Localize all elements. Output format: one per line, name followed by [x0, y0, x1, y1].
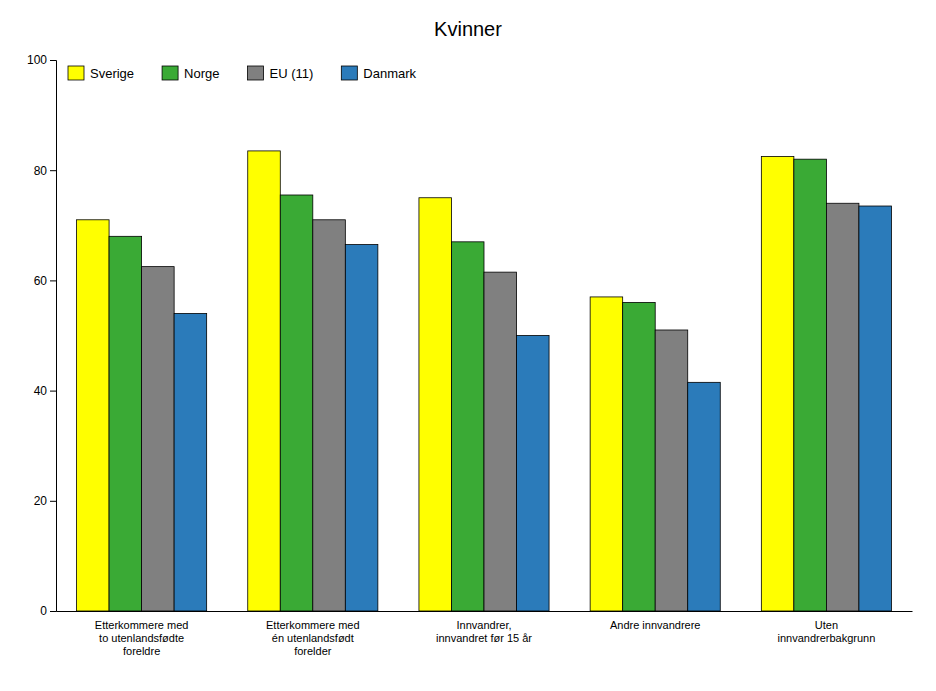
bar — [280, 195, 313, 611]
title: Kvinner — [434, 18, 502, 40]
bar — [484, 272, 517, 611]
legend-item: Norge — [162, 66, 219, 81]
bar — [517, 336, 550, 612]
bar — [655, 330, 688, 611]
bar — [345, 245, 378, 611]
tick-label: 80 — [34, 164, 48, 178]
tick: 20 — [34, 494, 56, 508]
legend-swatch — [162, 66, 178, 80]
tick-label: Etterkommere medto utenlandsfødteforeldr… — [95, 619, 189, 657]
tick: 60 — [34, 274, 56, 288]
tick-label: Innvandrer,innvandret før 15 år — [436, 619, 532, 644]
legend-label: Sverige — [90, 66, 134, 81]
legend-item: Sverige — [68, 66, 134, 81]
tick: 40 — [34, 384, 56, 398]
x-axis: Etterkommere medto utenlandsfødteforeldr… — [57, 612, 913, 658]
bar — [590, 297, 623, 611]
bar — [109, 236, 142, 611]
bar — [419, 198, 452, 611]
tick-label: 20 — [34, 494, 48, 508]
legend-item: Danmark — [341, 66, 416, 81]
tick-label: 0 — [40, 604, 47, 618]
bar — [248, 151, 281, 611]
bar — [761, 156, 794, 611]
tick-mark — [50, 391, 56, 392]
bars — [77, 151, 892, 611]
legend-swatch — [68, 66, 84, 80]
tick-label: Uteninnvandrerbakgrunn — [777, 619, 875, 644]
tick: 80 — [34, 164, 56, 178]
tick: 100 — [27, 53, 56, 67]
legend-label: Norge — [184, 66, 219, 81]
legend-label: Danmark — [363, 66, 416, 81]
legend-label: EU (11) — [270, 66, 314, 81]
bar — [77, 220, 110, 611]
bar — [174, 313, 207, 611]
y-axis: 0 20 40 60 80 100 — [27, 53, 57, 618]
tick-mark — [50, 611, 56, 612]
tick: 0 — [40, 604, 56, 618]
legend-swatch — [341, 66, 357, 80]
bar-series — [142, 203, 859, 611]
bar — [688, 382, 721, 611]
tick-label: 60 — [34, 274, 48, 288]
axis-line — [50, 61, 57, 612]
tick: Uteninnvandrerbakgrunn — [777, 619, 875, 644]
bar-series — [77, 151, 794, 611]
tick-mark — [50, 501, 56, 502]
bar — [794, 159, 827, 611]
tick-mark — [50, 60, 56, 61]
bar — [859, 206, 892, 611]
legend-swatch — [248, 66, 264, 80]
axis-line — [57, 611, 913, 612]
tick-label: 100 — [27, 53, 47, 67]
bar — [142, 267, 175, 611]
chart: Kvinner 0 20 40 60 80 100 Etterkommere medto ut… — [0, 0, 936, 691]
tick-label: 40 — [34, 384, 48, 398]
tick-label: Etterkommere medén utenlandsfødtforelder — [266, 619, 360, 657]
bar — [451, 242, 484, 611]
bar-series — [174, 206, 891, 611]
bar — [826, 203, 859, 611]
tick: Etterkommere medén utenlandsfødtforelder — [266, 619, 360, 657]
plot: 0 20 40 60 80 100 Etterkommere medto utenlands… — [27, 53, 913, 657]
tick-mark — [50, 170, 56, 171]
tick: Innvandrer,innvandret før 15 år — [436, 619, 532, 644]
bar — [313, 220, 346, 611]
legend-item: EU (11) — [248, 66, 314, 81]
bar-series — [109, 159, 826, 611]
legend: Sverige Norge EU (11) Danmark — [68, 66, 417, 81]
tick: Etterkommere medto utenlandsfødteforeldr… — [95, 619, 189, 657]
tick: Andre innvandrere — [610, 619, 701, 631]
tick-mark — [50, 280, 56, 281]
bar — [623, 302, 656, 611]
tick-label: Andre innvandrere — [610, 619, 701, 631]
